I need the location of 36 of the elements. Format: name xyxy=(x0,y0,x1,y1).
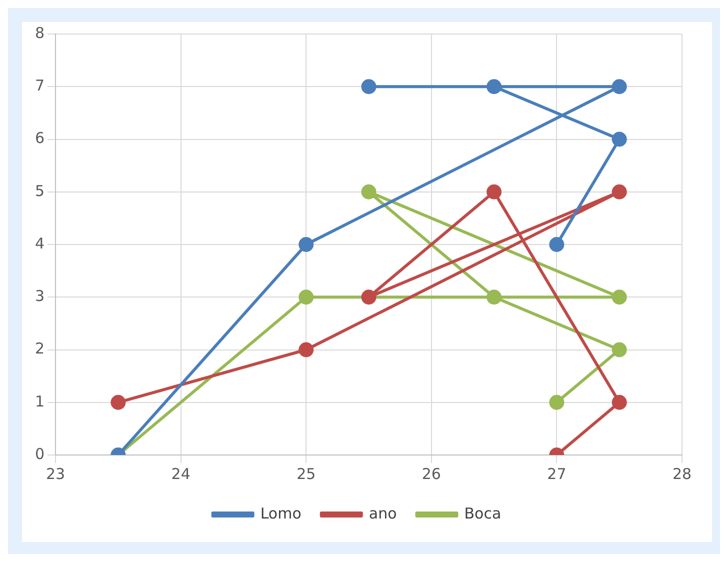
y-tick-label: 5 xyxy=(34,182,45,200)
y-tick-label: 0 xyxy=(34,444,45,463)
point xyxy=(486,79,502,94)
y-tick-label: 7 xyxy=(34,76,45,95)
x-tick-label: 23 xyxy=(46,464,66,483)
point xyxy=(361,79,376,94)
point xyxy=(298,237,314,252)
point xyxy=(612,290,627,305)
x-tick-label: 27 xyxy=(547,464,566,483)
y-tick-label: 1 xyxy=(34,392,45,410)
y-tick-label: 6 xyxy=(34,129,45,148)
legend-label: ano xyxy=(368,504,397,522)
point xyxy=(486,184,502,200)
point xyxy=(298,342,314,358)
point xyxy=(612,79,627,94)
x-tick-label: 25 xyxy=(296,464,316,483)
y-tick-label: 8 xyxy=(34,24,45,42)
x-tick-label: 26 xyxy=(422,464,441,483)
x-tick-label: 28 xyxy=(672,464,692,483)
y-tick-label: 2 xyxy=(34,340,45,358)
point xyxy=(612,342,627,358)
x-tick-label: 24 xyxy=(171,464,190,483)
point xyxy=(110,394,126,410)
y-tick-label: 3 xyxy=(34,287,45,306)
point xyxy=(612,184,627,200)
point xyxy=(612,394,627,410)
point xyxy=(549,237,564,252)
legend-label: Lomo xyxy=(260,504,302,522)
point xyxy=(361,290,376,305)
point xyxy=(298,290,314,305)
point xyxy=(486,290,502,305)
y-tick-label: 4 xyxy=(34,234,45,252)
point xyxy=(361,184,376,200)
point xyxy=(612,132,627,147)
legend-label: Boca xyxy=(464,504,502,522)
point xyxy=(549,394,564,410)
